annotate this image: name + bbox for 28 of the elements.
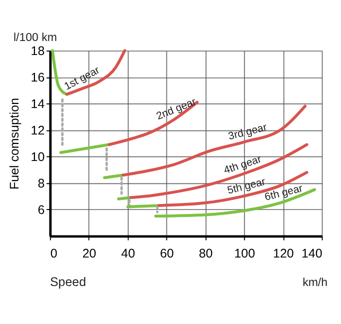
x-tick-label: 100: [234, 246, 256, 261]
annotation: 3rd gear: [227, 121, 269, 143]
x-tick-label: 80: [198, 246, 213, 261]
annotation: 6th gear: [263, 182, 304, 204]
y-tick-label: 12: [30, 123, 45, 138]
line-series: [66, 49, 126, 96]
x-tick-label: 0: [50, 246, 58, 261]
annotation: 1st gear: [62, 64, 102, 93]
line-series: [157, 170, 308, 207]
y-tick-label: 16: [30, 70, 45, 84]
x-tick-label: 40: [121, 246, 136, 261]
x-tick-label: 60: [160, 246, 174, 261]
line-series: [129, 143, 308, 199]
y-tick-label: 14: [30, 96, 45, 111]
y-tick-label: 18: [30, 44, 45, 58]
x-tick-label: 140: [301, 246, 322, 261]
annotation: 2nd gear: [154, 96, 198, 123]
y-tick-label: 6: [38, 202, 45, 217]
y-axis-title: Fuel comsuption: [7, 98, 22, 190]
y-tick-label: 8: [38, 176, 45, 190]
text: km/h: [302, 276, 328, 289]
x-tick-label: 20: [82, 246, 96, 261]
x-axis-title: Speed: [50, 274, 86, 289]
annotation: 4th gear: [222, 153, 264, 177]
y-tick-label: 10: [30, 150, 45, 164]
x-tick-label: 120: [273, 246, 294, 261]
line-series: [108, 100, 199, 146]
text: l/100 km: [13, 32, 57, 44]
